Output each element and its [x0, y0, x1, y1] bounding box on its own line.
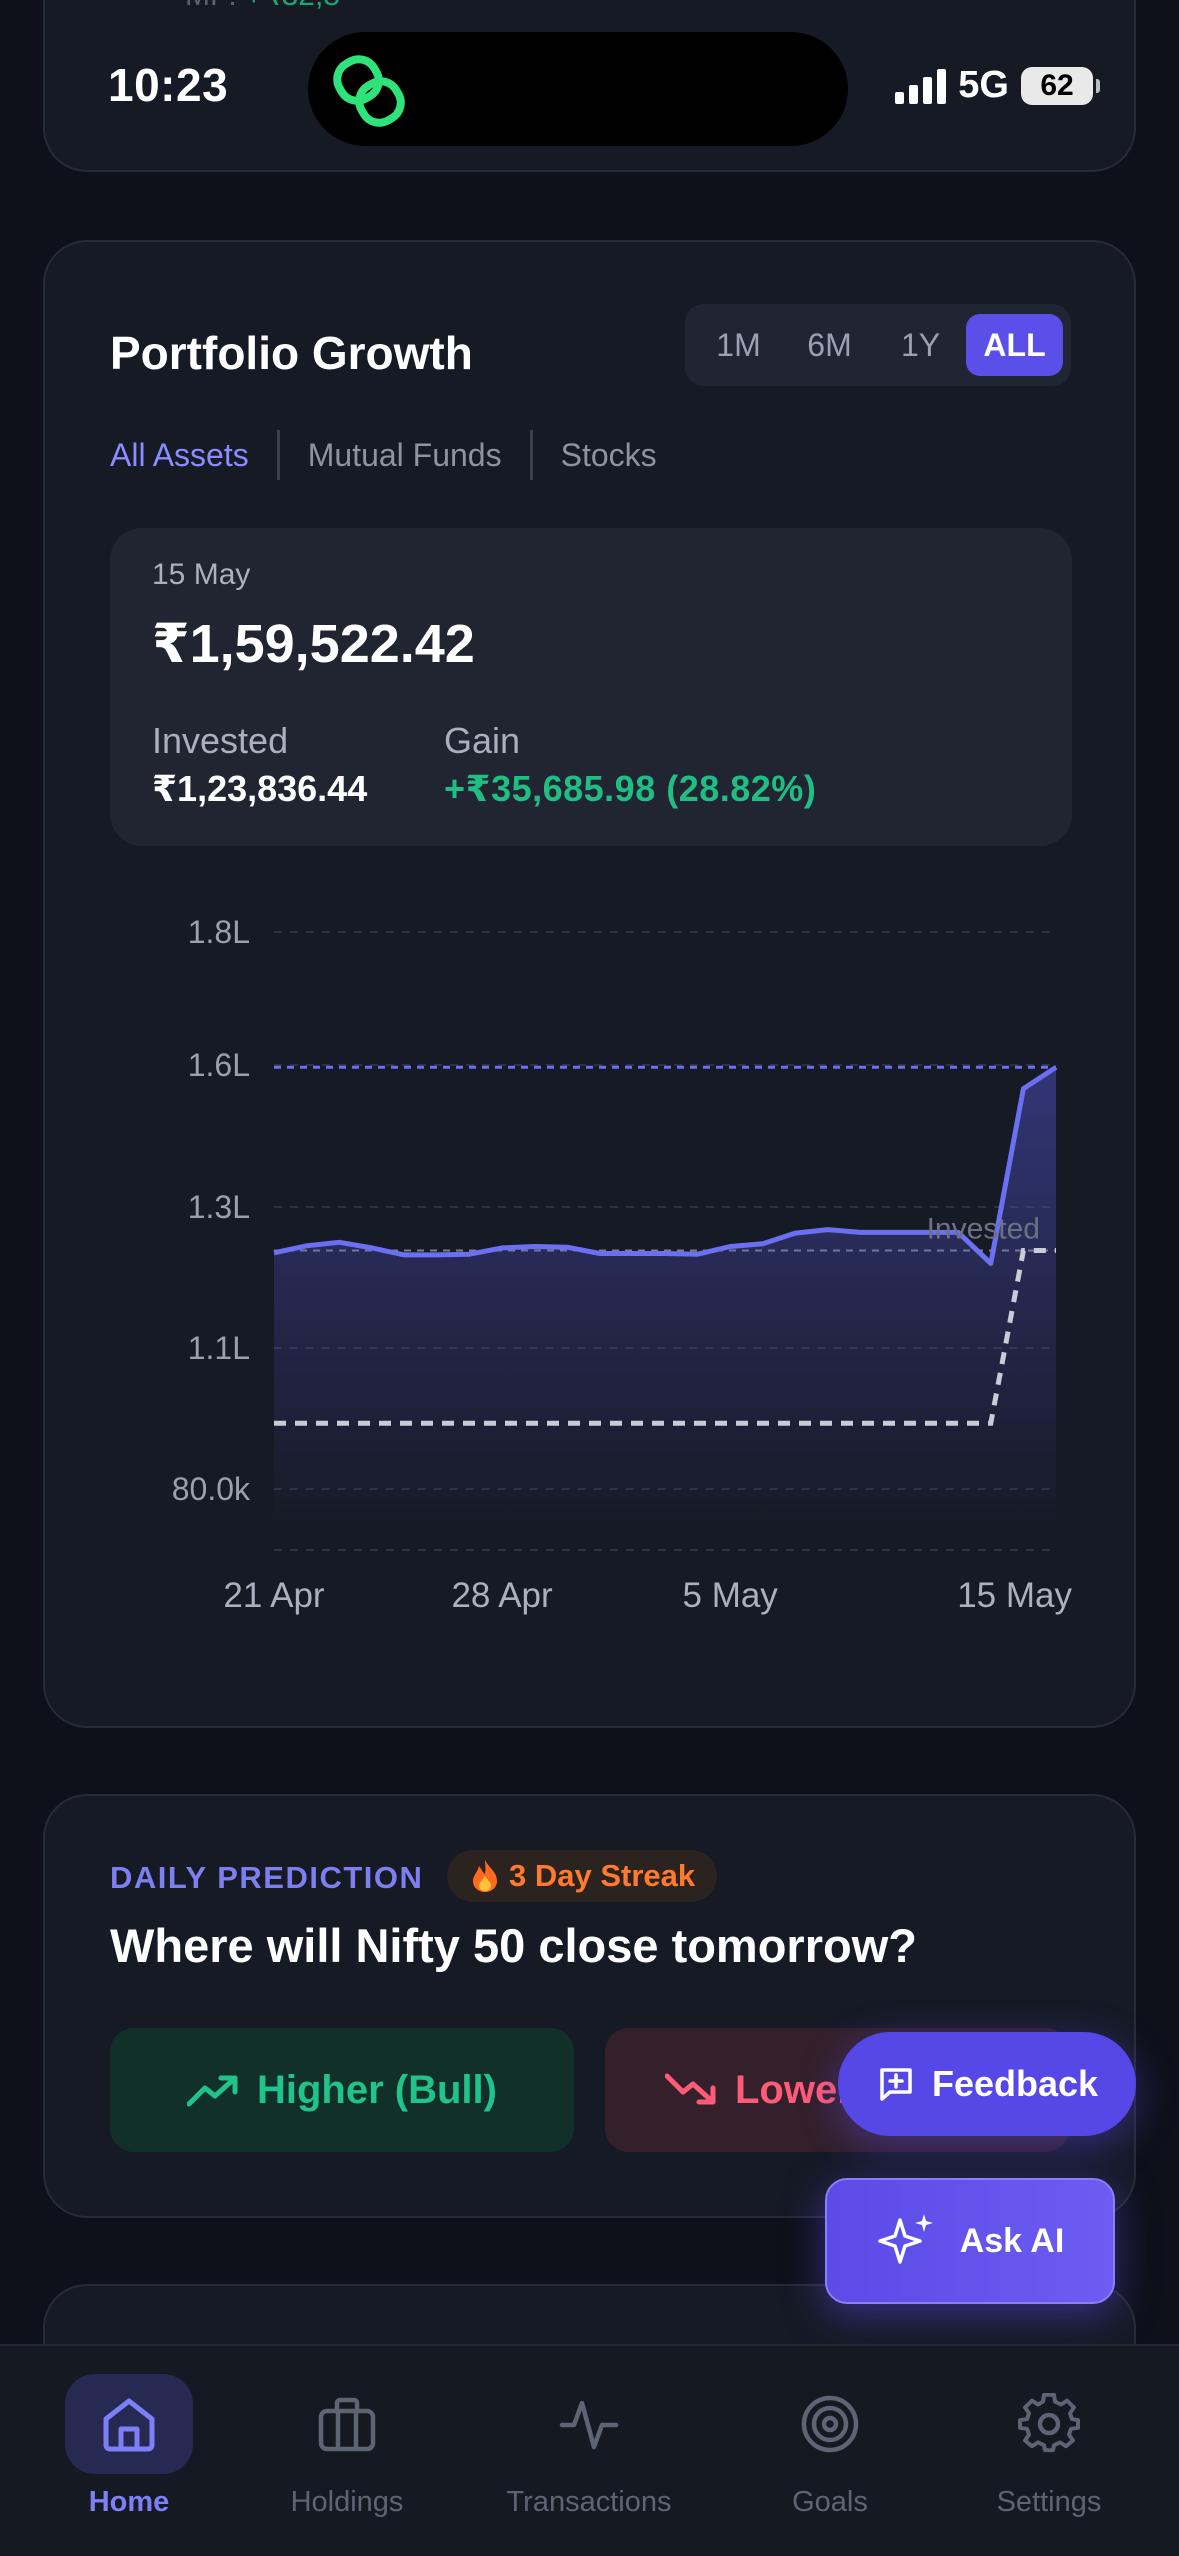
portfolio-chart[interactable]: 1.8L 1.6L 1.3L 1.1L 80.0k 21 Apr 28 Apr 5 May 15… — [45, 242, 1138, 1730]
portfolio-growth-card: Portfolio Growth 1M 6M 1Y ALL All Assets… — [43, 240, 1136, 1728]
value-summary: 15 May ₹1,59,522.42 Invested ₹1,23,836.4… — [110, 528, 1072, 846]
ask-ai-label: Ask AI — [959, 2221, 1065, 2260]
gain-value: +₹35,685.98 (28.82%) — [444, 768, 817, 809]
filter-all-assets[interactable]: All Assets — [110, 436, 249, 473]
y-tick-label: 1.6L — [188, 1047, 250, 1083]
activity-icon — [525, 2374, 653, 2474]
home-icon — [65, 2374, 193, 2474]
streak-text: 3 Day Streak — [509, 1858, 696, 1893]
mf-label: MF: — [185, 0, 237, 12]
y-tick-label: 1.1L — [188, 1330, 250, 1366]
asset-filters: All Assets Mutual Funds Stocks — [110, 430, 685, 480]
y-tick-label: 1.8L — [188, 914, 250, 950]
link-app-icon — [333, 55, 405, 127]
fire-icon — [473, 1860, 497, 1892]
tab-settings-label: Settings — [996, 2486, 1102, 2518]
range-selector: 1M 6M 1Y ALL — [685, 304, 1071, 386]
range-all[interactable]: ALL — [966, 314, 1063, 376]
y-tick-label: 80.0k — [172, 1471, 251, 1507]
predict-lower-label: Lower — [735, 2067, 853, 2112]
x-tick-label: 15 May — [957, 1576, 1072, 1615]
filter-divider — [529, 430, 533, 480]
tab-home[interactable]: Home — [29, 2374, 229, 2519]
x-tick-label: 21 Apr — [223, 1576, 325, 1615]
gain-label: Gain — [444, 720, 521, 761]
target-icon — [766, 2374, 894, 2474]
status-time: 10:23 — [108, 59, 229, 111]
feedback-button[interactable]: Feedback — [838, 2032, 1136, 2136]
feedback-label: Feedback — [931, 2063, 1099, 2104]
x-tick-label: 28 Apr — [451, 1576, 553, 1615]
tab-transactions[interactable]: Transactions — [489, 2374, 689, 2519]
tab-goals-label: Goals — [792, 2486, 868, 2518]
tab-holdings-label: Holdings — [290, 2486, 404, 2518]
tab-holdings[interactable]: Holdings — [247, 2374, 447, 2519]
status-indicators: 5G 62 — [895, 64, 1100, 107]
ask-ai-button[interactable]: Ask AI — [825, 2178, 1115, 2304]
predict-higher-button[interactable]: Higher (Bull) — [110, 2028, 574, 2152]
range-6m[interactable]: 6M — [807, 327, 852, 363]
tab-home-label: Home — [88, 2486, 170, 2518]
trend-down-icon — [665, 2073, 716, 2105]
invested-label: Invested — [152, 720, 289, 761]
daily-prediction-card: DAILY PREDICTION 3 Day Streak Where will… — [43, 1794, 1136, 2218]
mf-summary: MF: +₹32,8 — [185, 0, 340, 13]
tab-transactions-label: Transactions — [506, 2486, 672, 2518]
tab-settings[interactable]: Settings — [949, 2374, 1149, 2519]
trend-up-icon — [187, 2075, 238, 2107]
bottom-tab-bar: Home Holdings Transactions — [0, 2344, 1179, 2556]
battery-icon: 62 — [1021, 66, 1100, 105]
tab-goals[interactable]: Goals — [730, 2374, 930, 2519]
portfolio-title: Portfolio Growth — [110, 327, 473, 379]
message-plus-icon — [880, 2068, 912, 2101]
gear-icon — [985, 2374, 1113, 2474]
value-line — [273, 1065, 1058, 1266]
range-1y[interactable]: 1Y — [900, 327, 941, 363]
network-type: 5G — [958, 64, 1009, 106]
portfolio-value: ₹1,59,522.42 — [152, 614, 475, 674]
invested-annotation: Invested — [927, 1212, 1040, 1245]
summary-date: 15 May — [152, 558, 251, 591]
invested-line — [274, 1248, 1056, 1426]
briefcase-icon — [283, 2374, 411, 2474]
invested-value: ₹1,23,836.44 — [152, 768, 368, 809]
filter-stocks[interactable]: Stocks — [560, 436, 657, 473]
prediction-label: DAILY PREDICTION — [110, 1860, 424, 1895]
value-area — [274, 1067, 1056, 1532]
filter-mutual-funds[interactable]: Mutual Funds — [307, 436, 502, 473]
sparkles-icon — [877, 2214, 933, 2264]
range-1m[interactable]: 1M — [716, 327, 761, 363]
y-tick-label: 1.3L — [188, 1189, 250, 1225]
predict-higher-label: Higher (Bull) — [257, 2067, 497, 2112]
signal-icon — [895, 68, 947, 104]
streak-badge: 3 Day Streak — [447, 1850, 718, 1902]
x-tick-label: 5 May — [683, 1576, 779, 1615]
prediction-question: Where will Nifty 50 close tomorrow? — [110, 1919, 917, 1972]
mf-value: +₹32,8 — [245, 0, 340, 12]
filter-divider — [276, 430, 280, 480]
